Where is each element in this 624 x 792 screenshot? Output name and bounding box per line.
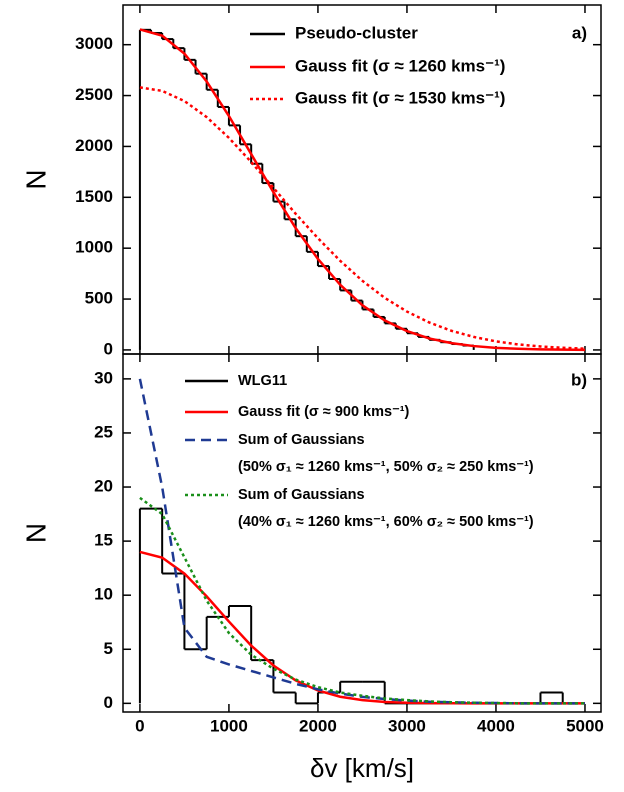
legend-label: Gauss fit (σ ≈ 1260 kms⁻¹) — [295, 56, 505, 75]
y-axis-label: N — [20, 523, 51, 543]
y-tick-label: 30 — [94, 368, 113, 387]
y-tick-label: 25 — [94, 422, 113, 441]
x-tick-label: 3000 — [388, 716, 426, 735]
panel-annotation: b) — [571, 370, 587, 389]
y-tick-label: 20 — [94, 477, 113, 496]
plot-frame — [122, 353, 602, 713]
x-tick-label: 4000 — [477, 716, 515, 735]
fit-line — [139, 86, 586, 350]
y-tick-label: 15 — [94, 531, 113, 550]
fit-line — [138, 378, 585, 705]
y-axis-label: N — [20, 169, 51, 189]
fit-line — [139, 28, 585, 352]
y-tick-label: 3000 — [75, 34, 113, 53]
legend-label: Gauss fit (σ ≈ 1530 kms⁻¹) — [295, 88, 505, 107]
x-tick-label: 5000 — [566, 716, 604, 735]
y-tick-label: 10 — [94, 585, 113, 604]
legend-description: (40% σ₁ ≈ 1260 kms⁻¹, 60% σ₂ ≈ 500 kms⁻¹… — [238, 514, 534, 530]
y-tick-label: 0 — [104, 339, 113, 358]
y-tick-label: 2500 — [75, 85, 113, 104]
plot-area — [138, 28, 586, 352]
x-axis-label: δv [km/s] — [310, 753, 414, 783]
y-tick-label: 0 — [104, 693, 113, 712]
legend-label: Sum of Gaussians — [238, 432, 365, 448]
x-tick-label: 0 — [135, 716, 144, 735]
legend-label: Gauss fit (σ ≈ 900 kms⁻¹) — [238, 404, 410, 420]
legend-description: (50% σ₁ ≈ 1260 kms⁻¹, 50% σ₂ ≈ 250 kms⁻¹… — [238, 459, 534, 475]
legend-label: Pseudo-cluster — [295, 23, 418, 42]
legend-label: Sum of Gaussians — [238, 487, 365, 503]
y-tick-label: 5 — [104, 639, 113, 658]
y-tick-label: 1000 — [75, 238, 113, 257]
plot-area — [138, 378, 585, 705]
y-tick-label: 2000 — [75, 136, 113, 155]
y-tick-label: 500 — [85, 289, 113, 308]
fit-line — [139, 496, 585, 705]
x-tick-label: 1000 — [210, 716, 248, 735]
legend-label: WLG11 — [238, 373, 287, 389]
panel-annotation: a) — [572, 23, 587, 42]
y-tick-label: 1500 — [75, 187, 113, 206]
x-tick-label: 2000 — [299, 716, 337, 735]
